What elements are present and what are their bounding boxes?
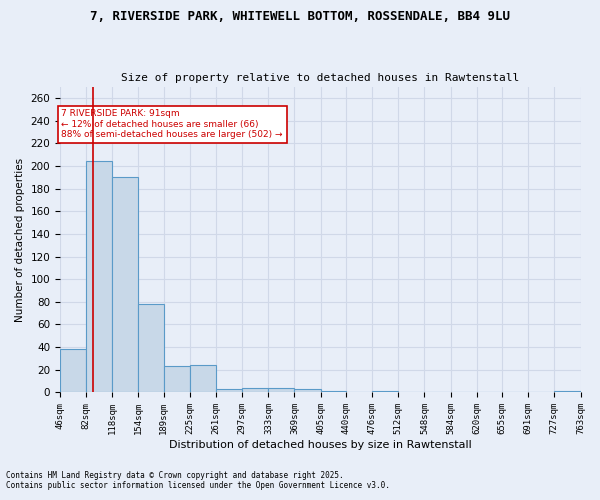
- Y-axis label: Number of detached properties: Number of detached properties: [15, 158, 25, 322]
- Bar: [86, 162, 112, 392]
- X-axis label: Distribution of detached houses by size in Rawtenstall: Distribution of detached houses by size …: [169, 440, 472, 450]
- Bar: [60, 350, 86, 393]
- Text: Contains HM Land Registry data © Crown copyright and database right 2025.
Contai: Contains HM Land Registry data © Crown c…: [6, 470, 390, 490]
- Bar: [216, 389, 242, 392]
- Bar: [268, 388, 295, 392]
- Text: 7, RIVERSIDE PARK, WHITEWELL BOTTOM, ROSSENDALE, BB4 9LU: 7, RIVERSIDE PARK, WHITEWELL BOTTOM, ROS…: [90, 10, 510, 23]
- Title: Size of property relative to detached houses in Rawtenstall: Size of property relative to detached ho…: [121, 73, 520, 83]
- Bar: [112, 177, 139, 392]
- Text: 7 RIVERSIDE PARK: 91sqm
← 12% of detached houses are smaller (66)
88% of semi-de: 7 RIVERSIDE PARK: 91sqm ← 12% of detache…: [61, 109, 283, 139]
- Bar: [190, 366, 216, 392]
- Bar: [139, 304, 164, 392]
- Bar: [295, 389, 320, 392]
- Bar: [242, 388, 268, 392]
- Bar: [164, 366, 190, 392]
